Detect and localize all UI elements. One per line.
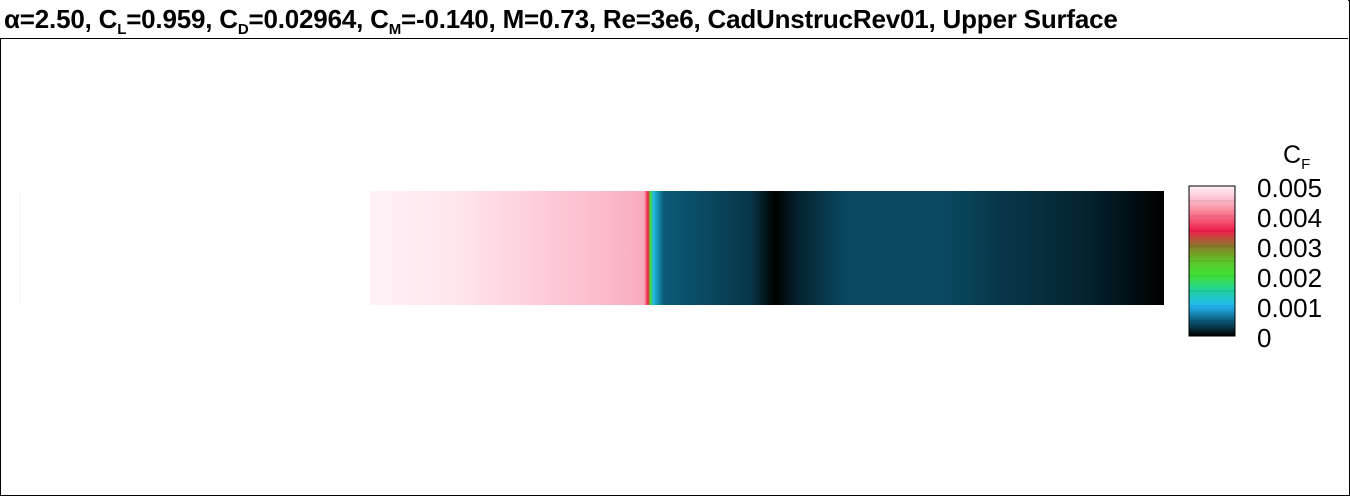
colorbar-tick-label: 0.005 (1257, 173, 1322, 203)
colorbar-level-lines (1189, 200, 1235, 322)
cl-symbol: C (98, 4, 118, 34)
cd-value: =0.02964, (248, 4, 371, 34)
colorbar-tick-label: 0.001 (1257, 293, 1322, 323)
colorbar-tick-label: 0.004 (1257, 203, 1322, 233)
alpha-symbol: α (4, 4, 20, 34)
colorbar-tick-label: 0.003 (1257, 233, 1322, 263)
colorbar-label: CF (1283, 141, 1310, 173)
cl-subscript: L (117, 21, 127, 38)
colorbar (1188, 185, 1236, 337)
alpha-value: =2.50, (19, 4, 99, 34)
cm-symbol: C (370, 4, 389, 34)
cd-subscript: D (237, 21, 249, 38)
colorbar-tick-label: 0 (1257, 323, 1271, 353)
cm-value: =-0.140, (401, 4, 503, 34)
title-rest: M=0.73, Re=3e6, CadUnstrucRev01, Upper S… (502, 4, 1118, 34)
plot-title: α=2.50, CL=0.959, CD=0.02964, CM=-0.140,… (4, 4, 1118, 37)
cd-symbol: C (219, 4, 238, 34)
cm-subscript: M (388, 21, 402, 38)
colorbar-tick-label: 0.002 (1257, 263, 1322, 293)
surface-cf-contour (370, 191, 1164, 305)
cl-value: =0.959, (126, 4, 220, 34)
title-bar: α=2.50, CL=0.959, CD=0.02964, CM=-0.140,… (0, 0, 1348, 39)
